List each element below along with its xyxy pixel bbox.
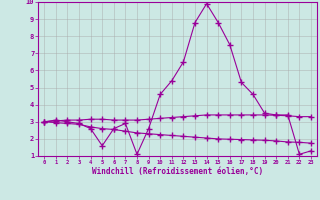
X-axis label: Windchill (Refroidissement éolien,°C): Windchill (Refroidissement éolien,°C) [92, 167, 263, 176]
